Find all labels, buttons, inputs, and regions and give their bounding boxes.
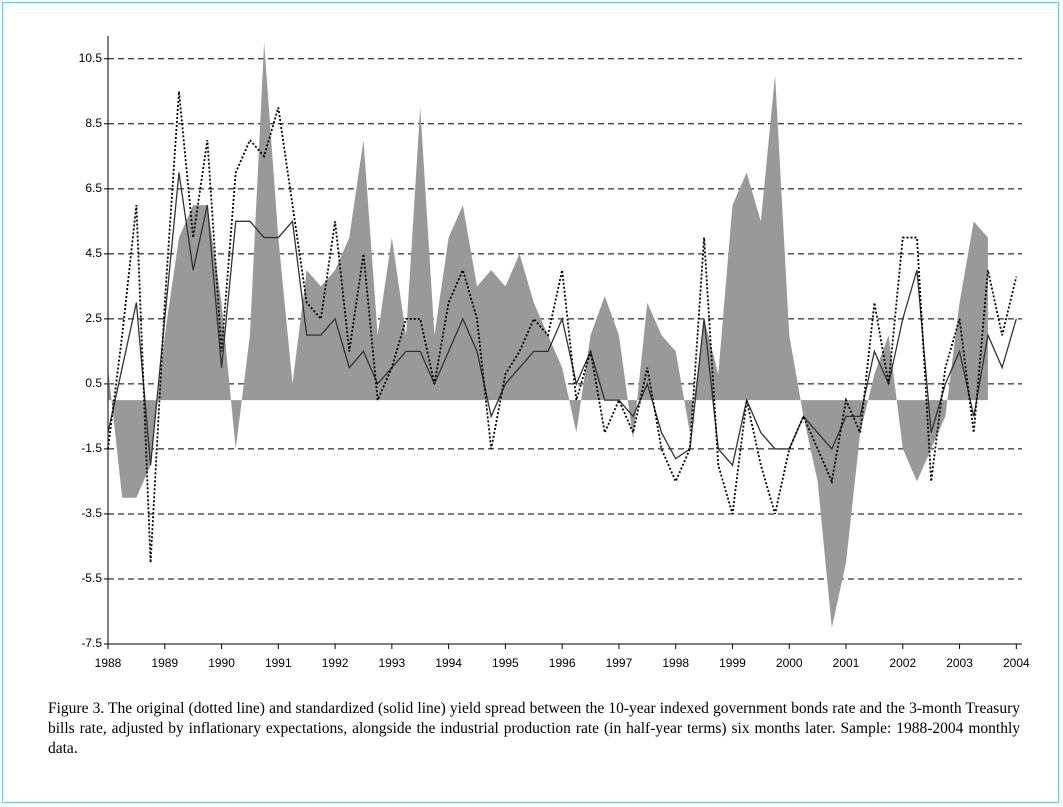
y-tick-label: -5.5 (81, 571, 102, 585)
chart: -7.5 -5.5 -3.5 -1.5 0.5 2.5 4.5 6.5 8.5 10.5 1988 1… (79, 36, 1030, 670)
x-tick-label: 2003 (946, 656, 973, 670)
x-tick-label: 1988 (95, 656, 122, 670)
x-tick-label: 1994 (435, 656, 462, 670)
x-tick-label: 2000 (776, 656, 803, 670)
y-tick-label: -1.5 (81, 441, 102, 455)
y-tick-label: 10.5 (79, 51, 103, 65)
y-tick-label: -3.5 (81, 506, 102, 520)
y-tick-label: 0.5 (85, 376, 102, 390)
x-tick-label: 1991 (265, 656, 292, 670)
x-tick-label: 1990 (208, 656, 235, 670)
y-tick-label: 6.5 (85, 181, 102, 195)
y-tick-label: -7.5 (81, 636, 102, 650)
x-tick-label: 2001 (833, 656, 860, 670)
caption: Figure 3. The original (dotted line) and… (48, 700, 1020, 757)
x-tick-label: 1999 (719, 656, 746, 670)
x-tick-label: 1996 (549, 656, 576, 670)
y-tick-label: 8.5 (85, 116, 102, 130)
line (107, 91, 1018, 563)
y-tick-label: 4.5 (85, 246, 102, 260)
x-tick-label: 1998 (662, 656, 689, 670)
x-tick-label: 1992 (322, 656, 349, 670)
x-tick-label: 2002 (889, 656, 916, 670)
x-tick-label: 1995 (492, 656, 519, 670)
x-tick-label: 1989 (151, 656, 178, 670)
x-tick-label: 1993 (378, 656, 405, 670)
y-tick-label: 2.5 (85, 311, 102, 325)
x-tick-label: 1997 (606, 656, 633, 670)
line (107, 172, 1017, 467)
x-tick-label: 2004 (1003, 656, 1030, 670)
